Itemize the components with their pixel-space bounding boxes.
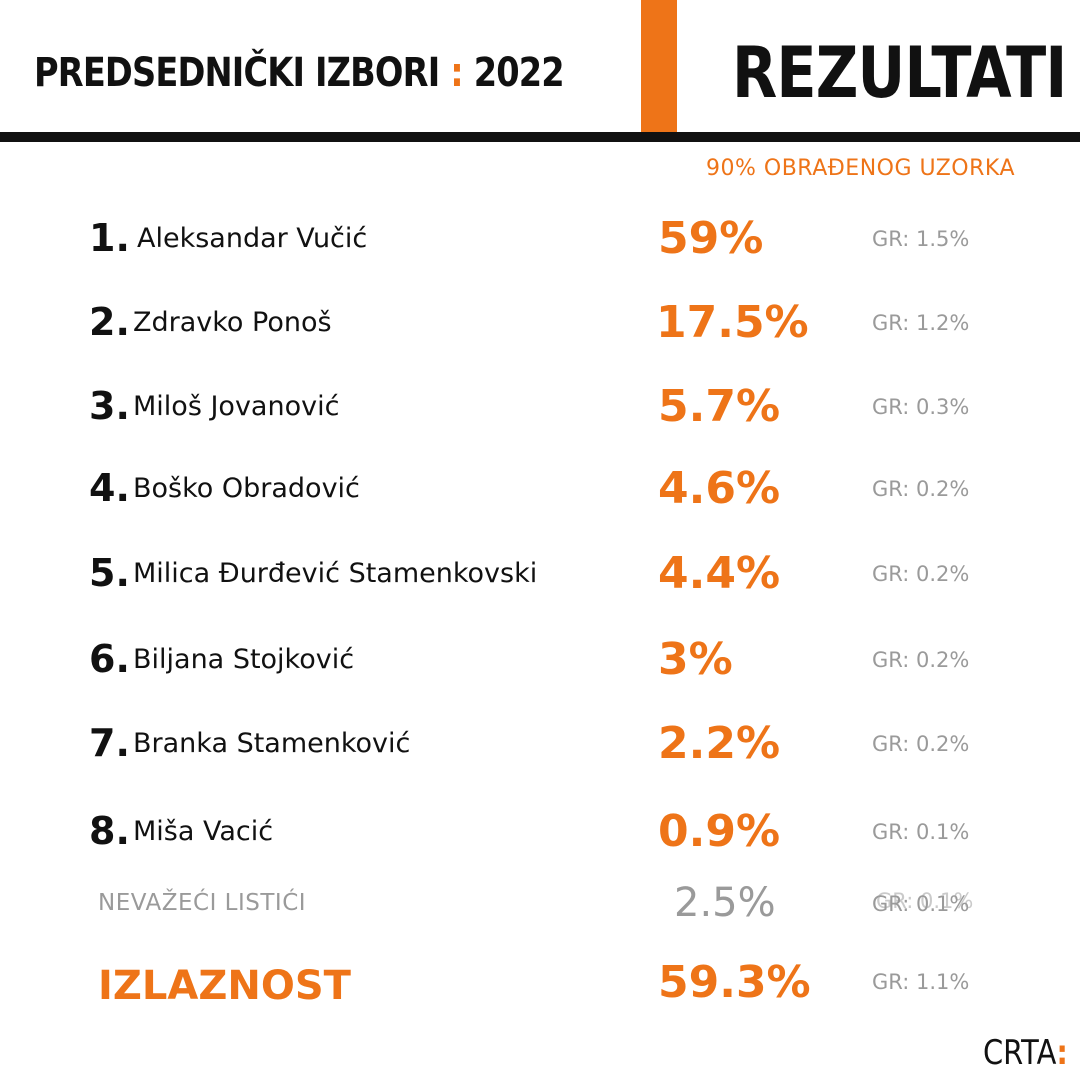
invalid-ballots-label: NEVAŽEĆI LISTIĆI — [98, 890, 307, 916]
candidate-margin: GR: 0.2% — [872, 477, 970, 501]
candidate-name: Miloš Jovanović — [133, 391, 340, 422]
candidate-margin: GR: 0.2% — [872, 562, 970, 586]
candidate-margin: GR: 1.5% — [872, 227, 970, 251]
sample-note: 90% OBRAĐENOG UZORKA — [706, 156, 1015, 181]
candidate-rank: 4. — [89, 466, 130, 510]
title-year: 2022 — [473, 50, 565, 96]
candidate-rank: 2. — [89, 300, 130, 344]
candidate-name: Milica Đurđević Stamenkovski — [133, 558, 538, 589]
turnout-label: IZLAZNOST — [98, 963, 351, 1009]
turnout-percent: 59.3% — [658, 957, 811, 1008]
candidate-percent: 17.5% — [656, 297, 809, 348]
candidate-rank: 6. — [89, 637, 130, 681]
candidate-percent: 2.2% — [658, 718, 781, 769]
invalid-ballots-margin-ghost: GR: 0.1% — [876, 889, 974, 913]
invalid-ballots-margin: GR: 0.1% — [872, 892, 970, 916]
turnout-margin: GR: 1.1% — [872, 970, 970, 994]
title-text: PREDSEDNIČKI IZBORI — [34, 50, 440, 96]
candidate-name: Zdravko Ponoš — [133, 307, 332, 338]
candidate-percent: 3% — [658, 634, 733, 685]
logo-colon: : — [1056, 1033, 1068, 1073]
title-colon: : — [450, 50, 463, 96]
accent-bar — [641, 0, 677, 132]
invalid-ballots-percent: 2.5% — [674, 880, 776, 926]
candidate-percent: 0.9% — [658, 806, 781, 857]
results-heading: REZULTATI — [732, 32, 1067, 114]
candidate-name: Branka Stamenković — [133, 728, 411, 759]
candidate-percent: 4.6% — [658, 463, 781, 514]
candidate-margin: GR: 0.1% — [872, 820, 970, 844]
candidate-margin: GR: 1.2% — [872, 311, 970, 335]
candidate-rank: 3. — [89, 384, 130, 428]
candidate-percent: 59% — [658, 213, 764, 264]
candidate-margin: GR: 0.2% — [872, 732, 970, 756]
candidate-name: Biljana Stojković — [133, 644, 355, 675]
candidate-margin: GR: 0.2% — [872, 648, 970, 672]
candidate-rank: 1. — [89, 216, 130, 260]
candidate-name: Boško Obradović — [133, 473, 360, 504]
candidate-name: Miša Vacić — [133, 816, 274, 847]
candidate-name: Aleksandar Vučić — [137, 223, 368, 254]
candidate-rank: 5. — [89, 551, 130, 595]
header-divider — [0, 132, 1080, 142]
crta-logo: CRTA: — [983, 1033, 1068, 1073]
candidate-percent: 5.7% — [658, 381, 781, 432]
candidate-margin: GR: 0.3% — [872, 395, 970, 419]
candidate-rank: 7. — [89, 721, 130, 765]
page-title: PREDSEDNIČKI IZBORI : 2022 — [34, 50, 565, 96]
logo-text: CRTA — [983, 1033, 1057, 1073]
candidate-percent: 4.4% — [658, 548, 781, 599]
candidate-rank: 8. — [89, 809, 130, 853]
